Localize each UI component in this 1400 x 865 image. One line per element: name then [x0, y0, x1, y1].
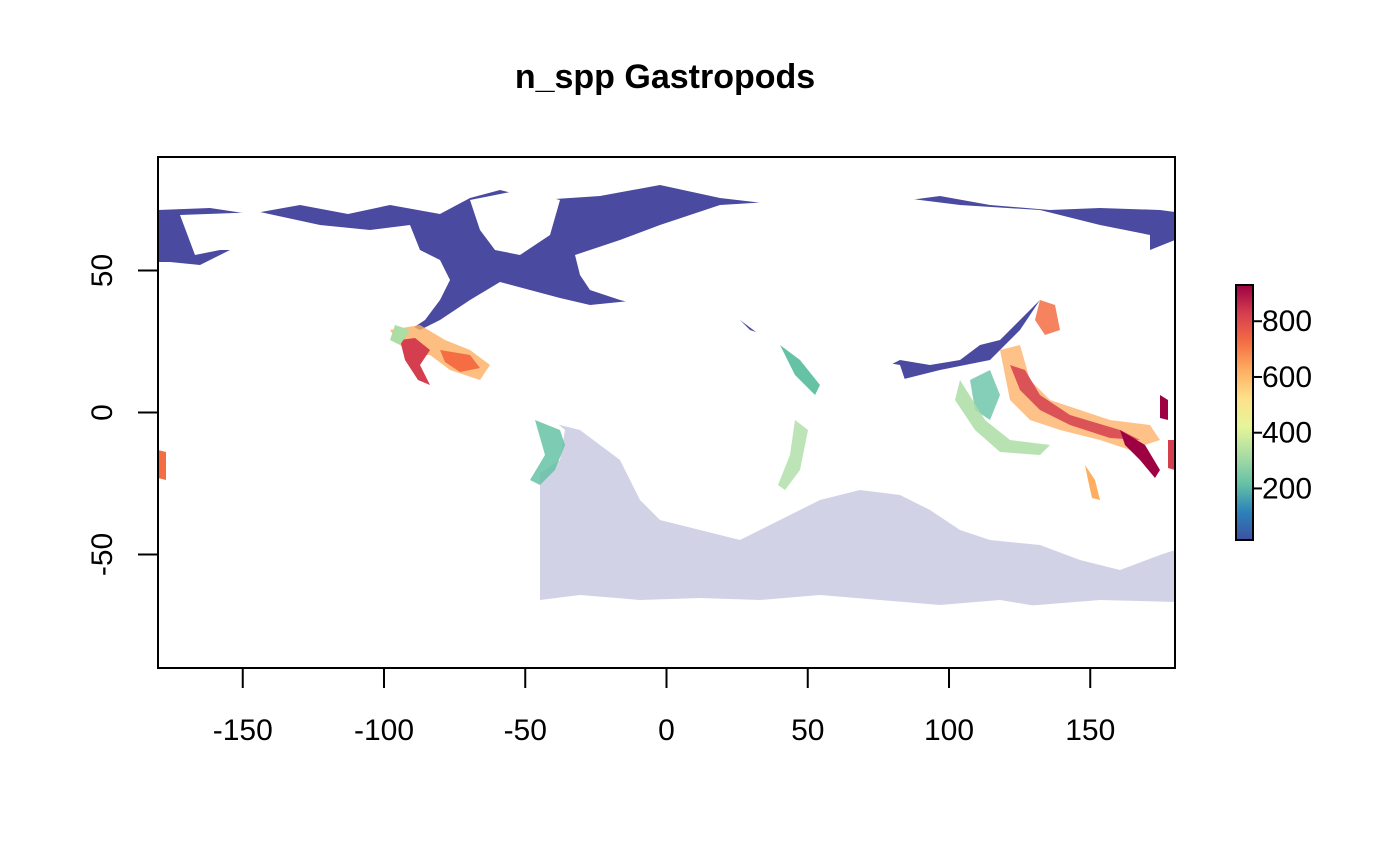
- hotspot-layer: [158, 300, 1175, 500]
- chart-title: n_spp Gastropods: [514, 58, 816, 96]
- ocean-raster: [158, 185, 1175, 668]
- y-tick-label: 50: [86, 254, 119, 287]
- land-mask: [158, 190, 1175, 668]
- y-tick-label: -50: [86, 533, 119, 576]
- x-tick-label: 150: [1065, 714, 1115, 747]
- x-tick-label: -150: [213, 714, 273, 747]
- x-tick-label: -50: [504, 714, 547, 747]
- x-axis: -150 -100 -50 0 50 100 150: [213, 667, 1115, 747]
- y-tick-label: 0: [86, 404, 119, 421]
- x-tick-label: 50: [791, 714, 824, 747]
- colorbar-ramp: [1235, 284, 1254, 541]
- x-tick-label: 100: [924, 714, 974, 747]
- colorbar: 800 600 400 200: [1235, 284, 1312, 541]
- colorbar-tick-label: 400: [1262, 417, 1312, 450]
- colorbar-tick-label: 800: [1262, 305, 1312, 338]
- x-tick-label: -100: [354, 714, 414, 747]
- x-tick-label: 0: [658, 714, 675, 747]
- y-axis: 50 0 -50: [86, 254, 159, 576]
- colorbar-tick-label: 600: [1262, 361, 1312, 394]
- colorbar-tick-label: 200: [1262, 472, 1312, 505]
